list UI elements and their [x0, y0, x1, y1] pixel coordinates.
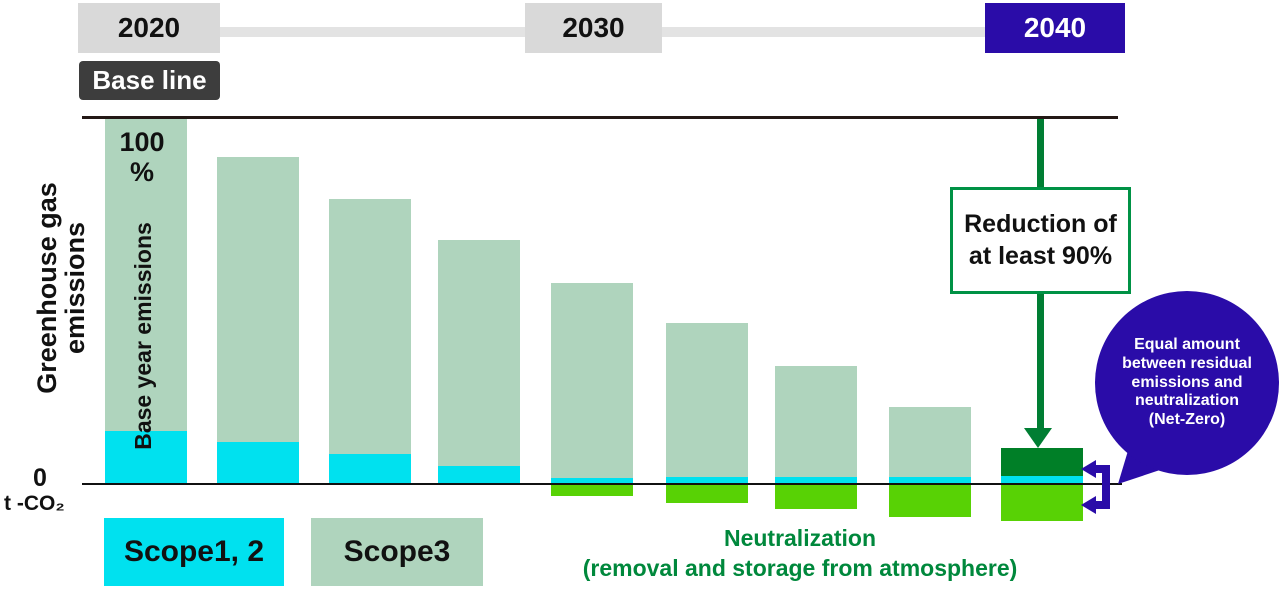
- year-2020-label: 2020: [117, 12, 181, 43]
- legend-scope12-swatch: Scope1, 2: [104, 518, 284, 586]
- bar-6-scope12-segment: [666, 476, 748, 484]
- baseline-tag-label: Base line: [92, 65, 207, 95]
- y-axis-title-line2: emissions: [60, 221, 91, 355]
- reduction-arrow-shaft-bottom: [1037, 294, 1044, 428]
- bubble-line1: Equal amount: [1134, 335, 1240, 353]
- percent-sign: %: [129, 156, 154, 187]
- legend-scope12-label: Scope1, 2: [123, 535, 265, 568]
- zero-axis-line: [82, 483, 1122, 485]
- bar-2-scope3-segment: [217, 156, 299, 443]
- legend-scope3-label: Scope3: [343, 535, 451, 568]
- bar-9-scope12-segment: [1001, 475, 1083, 484]
- tco2-unit-label: t -CO₂: [4, 492, 65, 515]
- reduction-arrow-head-icon: [1024, 428, 1052, 448]
- bar-8-neutralization-segment: [889, 484, 971, 518]
- reduction-text-line2: at least 90%: [968, 241, 1113, 270]
- bar-4-scope12-segment: [438, 466, 520, 484]
- bar-6-neutralization-segment: [666, 484, 748, 504]
- legend-neutralization-line1: Neutralization: [723, 525, 877, 551]
- bubble-line5: (Net-Zero): [1148, 411, 1226, 429]
- year-2030-label: 2030: [562, 12, 625, 43]
- legend-neutralization-line2: (removal and storage from atmosphere): [582, 554, 1018, 581]
- y-axis-title: Greenhouse gas emissions: [32, 118, 91, 458]
- reduction-annotation-box: Reduction of at least 90%: [950, 187, 1131, 294]
- base-year-emissions-label: Base year emissions: [130, 222, 156, 450]
- timeline-year-2020: 2020: [78, 3, 220, 53]
- zero-tick-label: 0: [33, 464, 47, 492]
- y-axis-title-line1: Greenhouse gas: [32, 182, 62, 394]
- bar-5-scope12-segment: [551, 477, 633, 484]
- bar-6-scope3-segment: [666, 322, 748, 477]
- reduction-arrow-shaft-top: [1037, 119, 1044, 187]
- bar-3-scope3-segment: [329, 198, 411, 454]
- bubble-line4: neutralization: [1134, 392, 1239, 410]
- timeline-year-2040: 2040: [985, 3, 1125, 53]
- legend-scope3-swatch: Scope3: [311, 518, 483, 586]
- bar-9-residual-segment: [1001, 448, 1083, 476]
- legend-neutralization: Neutralization (removal and storage from…: [540, 524, 1060, 584]
- bar-5-neutralization-segment: [551, 484, 633, 497]
- bar-3-scope12-segment: [329, 453, 411, 484]
- baseline-100pct-line: [82, 116, 1118, 119]
- bar-1-scope12-segment: [105, 431, 187, 484]
- bar-7-neutralization-segment: [775, 484, 857, 509]
- bar-8-scope3-segment: [889, 406, 971, 477]
- bubble-line3: emissions and: [1131, 373, 1243, 391]
- bar-2-scope12-segment: [217, 442, 299, 484]
- bar-5-scope3-segment: [551, 282, 633, 478]
- bar-7-scope3-segment: [775, 365, 857, 477]
- bar-9-neutralization-segment: [1001, 484, 1083, 522]
- hundred-percent-label: 100 %: [110, 127, 174, 187]
- year-2040-label: 2040: [1023, 12, 1087, 43]
- reduction-text-line1: Reduction of: [964, 210, 1117, 239]
- bar-8-scope12-segment: [889, 476, 971, 484]
- bar-1-scope3-segment: [105, 117, 187, 432]
- hundred-value: 100: [119, 127, 165, 157]
- bar-4-scope3-segment: [438, 239, 520, 466]
- bar-7-scope12-segment: [775, 476, 857, 484]
- net-zero-bubble: Equal amount between residual emissions …: [1095, 291, 1279, 475]
- timeline-year-2030: 2030: [525, 3, 662, 53]
- baseline-tag: Base line: [79, 61, 220, 100]
- bubble-line2: between residual: [1122, 354, 1252, 372]
